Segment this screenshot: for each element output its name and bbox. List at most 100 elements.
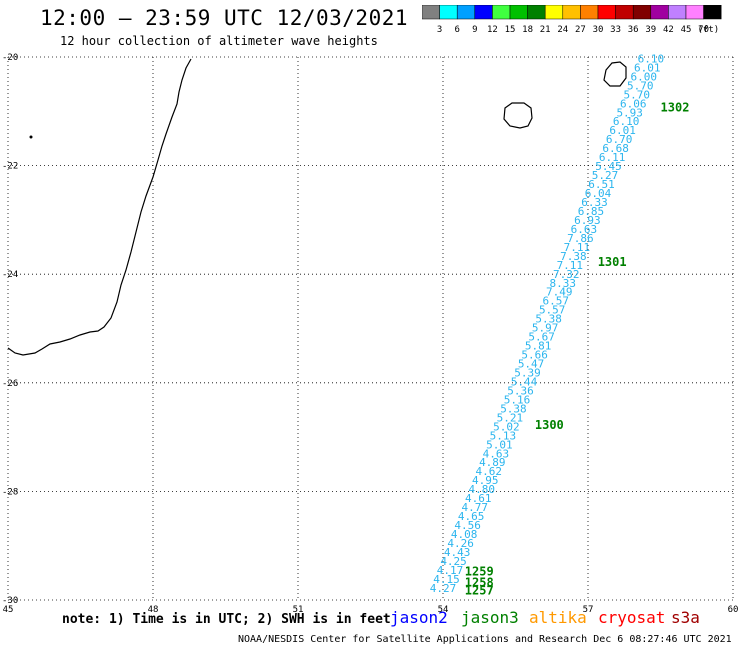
colorbar-label: 15 (505, 25, 516, 35)
wave-height-label: 5.16 (504, 393, 531, 406)
wave-height-label: 6.68 (602, 142, 629, 155)
colorbar-label: 33 (610, 25, 621, 35)
mission-jason3: jason3 (461, 608, 519, 627)
wave-height-label: 7.32 (553, 268, 580, 281)
mission-altika: altika (529, 608, 587, 627)
wave-height-label: 5.44 (511, 375, 538, 388)
wave-height-label: 5.38 (500, 402, 527, 415)
wave-height-label: 4.61 (465, 492, 492, 505)
colorbar-unit: (ft) (698, 25, 720, 35)
wave-height-label: 4.77 (461, 501, 488, 514)
wave-height-label: 8.33 (550, 277, 577, 290)
wave-height-label: 5.38 (535, 313, 562, 326)
colorbar-label: 30 (593, 25, 604, 35)
reunion-island (603, 61, 627, 87)
colorbar-label: 42 (663, 25, 674, 35)
wave-height-label: 7.38 (560, 250, 587, 263)
wave-height-label: 6.01 (634, 61, 661, 74)
satellite-track-jason3: 4.274.154.174.254.434.264.084.564.654.77… (430, 52, 664, 594)
wave-height-label: 4.08 (451, 528, 478, 541)
wave-height-label: 5.93 (616, 106, 643, 119)
wave-height-label: 4.25 (440, 555, 467, 568)
colorbar-swatch (703, 5, 722, 20)
mission-s3a: s3a (671, 608, 700, 627)
wave-height-label: 5.47 (518, 358, 545, 371)
wave-height-label: 5.66 (521, 349, 548, 362)
wave-height-label: 5.45 (595, 160, 622, 173)
map-subtitle: 12 hour collection of altimeter wave hei… (60, 34, 378, 48)
axis-tick-labels: 45 48 51 54 57 60 -20 -22 -24 -26 -28 -30 (2, 53, 738, 615)
wave-height-label: 5.02 (493, 420, 520, 433)
lat-tick-label: -20 (2, 53, 18, 63)
wave-height-label: 6.63 (571, 223, 598, 236)
lat-tick-label: -24 (2, 270, 18, 280)
mission-cryosat: cryosat (598, 608, 666, 627)
wave-height-label: 6.57 (542, 295, 569, 308)
map-title: 12:00 — 23:59 UTC 12/03/2021 (40, 6, 409, 30)
wave-height-label: 7.49 (546, 286, 573, 299)
wave-height-label: 7.11 (557, 259, 584, 272)
colorbar-label: 39 (645, 25, 656, 35)
colorbar-label: 18 (522, 25, 533, 35)
colorbar-label: 6 (454, 25, 459, 35)
wave-height-label: 5.27 (592, 169, 619, 182)
wave-height-label: 6.06 (620, 97, 647, 110)
wave-height-label: 4.26 (447, 537, 474, 550)
wave-height-label: 5.21 (497, 411, 524, 424)
lat-tick-label: -26 (2, 379, 18, 389)
wave-height-label: 6.10 (613, 115, 640, 128)
colorbar-label: 36 (628, 25, 639, 35)
mauritius-island (503, 102, 533, 129)
lat-tick-label: -28 (2, 487, 18, 497)
wave-height-label: 4.15 (433, 573, 460, 586)
wave-height-label: 6.93 (574, 214, 601, 227)
lon-tick-label: 57 (583, 605, 594, 615)
lon-tick-label: 48 (148, 605, 159, 615)
wave-height-label: 7.11 (564, 241, 591, 254)
pass-time-label: 1300 (535, 418, 564, 432)
wave-height-label: 4.56 (454, 519, 481, 532)
wave-height-label: 4.17 (437, 564, 464, 577)
wave-height-label: 6.85 (578, 205, 605, 218)
colorbar-label: 70 (698, 25, 709, 35)
color-scale-legend: 3 6 9 12 15 18 21 24 27 30 33 36 39 42 45 70(ft) (422, 5, 722, 35)
wave-height-label: 5.57 (539, 304, 566, 317)
pass-time-label: 1302 (661, 100, 690, 114)
wave-height-label: 5.36 (507, 384, 534, 397)
lat-tick-label: -30 (2, 596, 18, 606)
wave-height-label: 6.33 (581, 196, 608, 209)
madagascar-coastline (7, 58, 192, 356)
wave-height-label: 5.13 (490, 429, 517, 442)
mission-jason2: jason2 (390, 608, 448, 627)
colorbar-label: 9 (472, 25, 477, 35)
small-islet (29, 135, 33, 139)
colorbar-label: 12 (487, 25, 498, 35)
wave-height-label: 6.70 (606, 133, 633, 146)
wave-height-label: 5.70 (623, 88, 650, 101)
lon-tick-label: 54 (438, 605, 449, 615)
pass-time-label: 1301 (598, 255, 627, 269)
wave-height-label: 4.89 (479, 456, 506, 469)
colorbar-label: 3 (437, 25, 442, 35)
wave-height-label: 7.86 (567, 232, 594, 245)
pass-time-label: 1258 (465, 575, 494, 589)
wave-height-label: 5.39 (514, 366, 541, 379)
lon-tick-label: 45 (3, 605, 14, 615)
wave-height-label: 6.51 (588, 178, 615, 191)
wave-height-label: 4.43 (444, 546, 471, 559)
footer-credit: NOAA/NESDIS Center for Satellite Applica… (238, 634, 732, 645)
wave-height-label: 5.97 (532, 322, 559, 335)
colorbar-label: 27 (575, 25, 586, 35)
wave-height-label: 4.80 (468, 483, 495, 496)
wave-height-label: 6.10 (638, 52, 665, 65)
wave-height-label: 6.11 (599, 151, 626, 164)
colorbar-label: 45 (681, 25, 692, 35)
wave-height-label: 6.01 (609, 124, 636, 137)
lat-tick-label: -22 (2, 162, 18, 172)
lon-tick-label: 51 (293, 605, 304, 615)
wave-height-label: 4.63 (483, 447, 510, 460)
wave-height-label: 6.04 (585, 187, 612, 200)
wave-height-label: 4.27 (430, 582, 457, 595)
